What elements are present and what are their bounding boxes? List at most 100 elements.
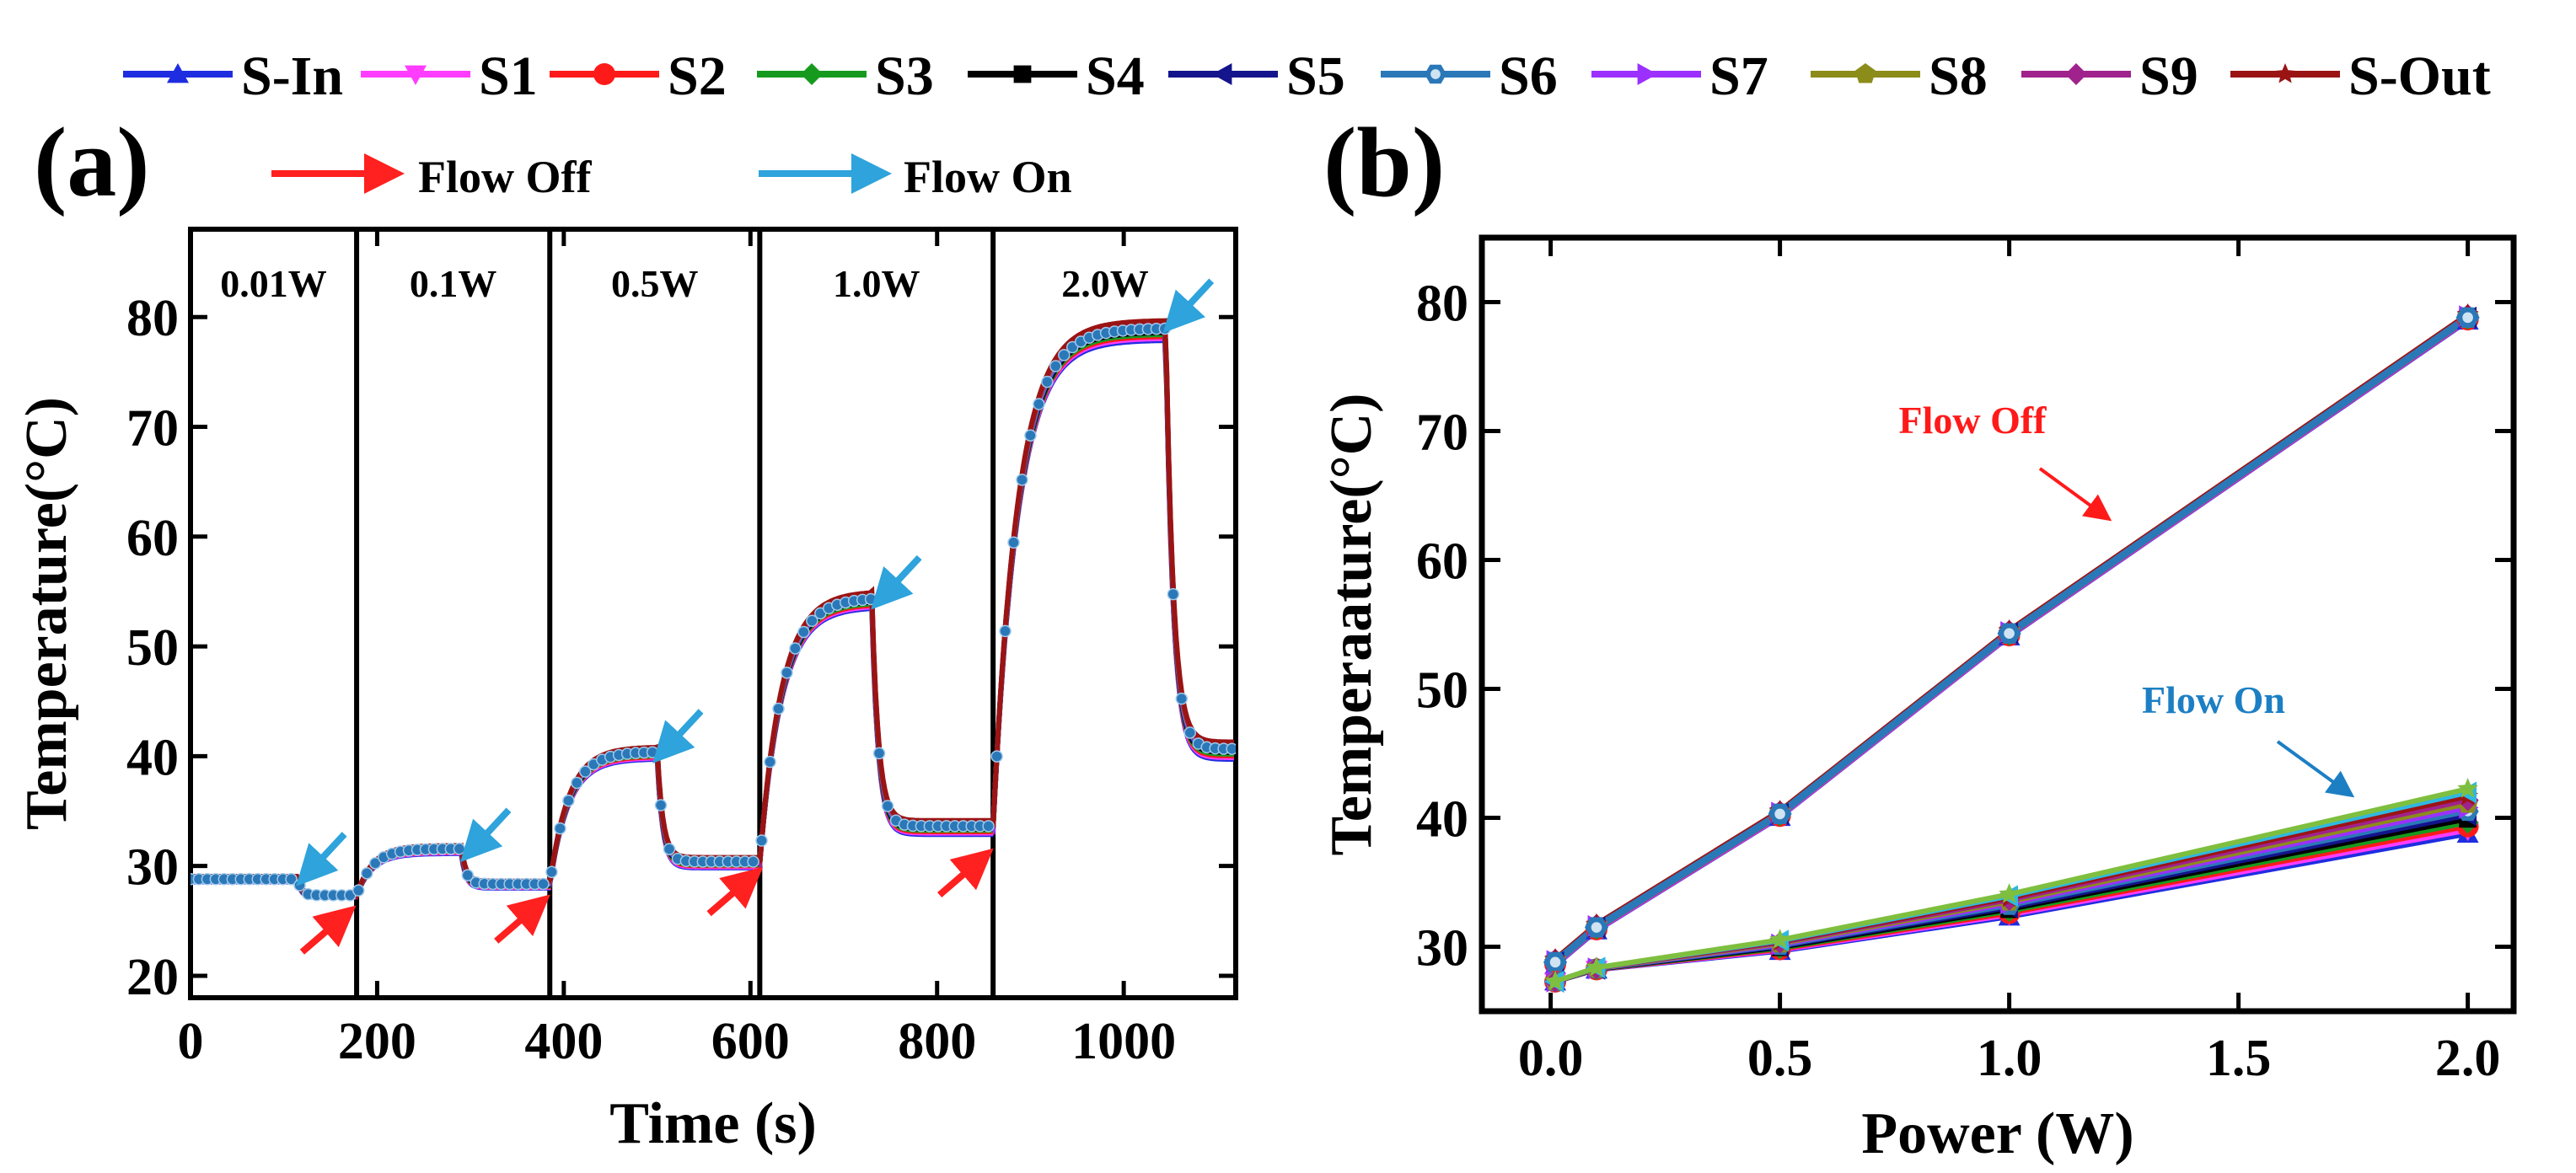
flow-on-marker [2457, 778, 2478, 798]
y-tick-label-b: 70 [1416, 404, 1468, 462]
flow-on-marker [1999, 883, 2020, 903]
trace-s3 [191, 331, 1234, 899]
legend-item-s-in: S-In [123, 46, 343, 107]
trace-marker-s6 [881, 800, 894, 812]
legend-marker-icon [1212, 63, 1232, 85]
trace-marker-s6 [999, 624, 1012, 638]
flow-off-arrow [299, 905, 357, 955]
trace-marker-s6 [579, 765, 592, 778]
x-tick-label-a: 0 [178, 1013, 204, 1070]
trace-marker-s6 [982, 820, 995, 833]
legend-item-s6: S6 [1381, 46, 1558, 107]
trace-marker-s6 [797, 625, 810, 639]
y-tick-label-b: 30 [1416, 920, 1468, 978]
trace-marker-s6 [1024, 429, 1037, 442]
flow-off-marker-s6-center [2462, 312, 2473, 324]
y-tick-label-b: 80 [1416, 276, 1468, 333]
legend-label: S8 [1929, 46, 1988, 107]
y-tick-label-b: 40 [1416, 791, 1468, 849]
x-tick-label-a: 400 [524, 1013, 603, 1070]
legend-label: S3 [875, 46, 934, 107]
trace-marker-s6 [368, 857, 382, 870]
x-tick-label-a: 800 [898, 1013, 976, 1070]
legend-item-s2: S2 [550, 46, 727, 107]
legend-label: S9 [2139, 46, 2198, 107]
trace-marker-s6 [545, 865, 558, 879]
trace-marker-s6 [461, 869, 475, 881]
legend-item-s9: S9 [2021, 46, 2198, 107]
panel-a-label: (a) [34, 107, 150, 217]
flow-off-marker-s6-center [2004, 628, 2015, 640]
trace-marker-s6 [663, 843, 676, 855]
legend-item-s4: S4 [968, 46, 1145, 107]
y-tick-label-a: 60 [126, 510, 179, 567]
series-b [1543, 303, 2480, 993]
chart-legend: S-In S1 S2 S3 S4 S5 S6 S7 S8 S9 S-Out [123, 46, 2491, 107]
flow-off-legend-label: Flow Off [418, 152, 592, 202]
flow-on-legend-label: Flow On [904, 152, 1072, 202]
flow-legend-a: Flow Off Flow On [271, 152, 1072, 202]
trace-marker-s6 [1183, 726, 1196, 739]
flow-off-arrow [706, 866, 764, 917]
chart-panel-b: 0.0 0.5 1.0 1.5 2.0 30 40 50 60 70 80 Power (W) Temp… [1319, 234, 2517, 1166]
phase-label: 0.5W [611, 262, 699, 305]
y-tick-label-b: 60 [1416, 533, 1468, 591]
legend-marker-icon [1013, 65, 1032, 83]
flow-off-arrow [936, 848, 994, 898]
trace-marker-s6 [562, 794, 575, 807]
trace-s-out [191, 318, 1234, 901]
flow-off-marker-s6-center [1549, 956, 1561, 968]
flow-off-annotation: Flow Off [1898, 399, 2047, 442]
trace-marker-s6 [1016, 474, 1028, 486]
flow-on-arrow [652, 709, 704, 763]
y-tick-label-a: 50 [126, 619, 179, 677]
trace-marker-s6 [806, 614, 818, 627]
legend-label: S7 [1709, 46, 1768, 107]
trace-marker-s6 [537, 877, 550, 891]
x-tick-label-b: 1.0 [1977, 1030, 2042, 1087]
y-tick-label-a: 30 [126, 839, 179, 897]
trace-marker-s6 [1226, 742, 1236, 755]
x-tick-label-b: 1.5 [2206, 1030, 2272, 1087]
legend-item-s8: S8 [1811, 46, 1988, 107]
flow-on-series-extra1 [1554, 786, 2469, 984]
legend-marker-icon [405, 65, 427, 85]
y-tick-label-a: 40 [126, 729, 179, 786]
trace-marker-s6 [781, 667, 793, 679]
legend-item-s3: S3 [757, 46, 934, 107]
flow-on-marker [1544, 970, 1566, 991]
trace-marker-s6 [764, 755, 776, 769]
plot-frame-b [1479, 234, 2517, 1015]
phase-label: 0.1W [410, 262, 497, 305]
trace-s4 [191, 329, 1234, 899]
trace-s9 [191, 320, 1234, 900]
flow-on-arrow [296, 832, 347, 886]
x-tick-label-b: 0.0 [1518, 1030, 1584, 1087]
legend-label: S-Out [2348, 46, 2491, 107]
trace-marker-s6 [789, 642, 802, 655]
trace-s7 [191, 324, 1234, 899]
trace-marker-s6 [453, 843, 466, 855]
trace-marker-s6 [1066, 340, 1079, 354]
x-tick-label-b: 0.5 [1747, 1030, 1813, 1087]
trace-s-in [191, 338, 1234, 900]
trace-marker-s6 [1007, 536, 1020, 549]
flow-on-arrow [1162, 278, 1215, 334]
legend-label: S4 [1086, 46, 1145, 107]
x-axis-label-b: Power (W) [1861, 1101, 2133, 1166]
trace-marker-s6 [361, 867, 373, 880]
trace-marker-s6 [654, 799, 668, 811]
flow-off-marker-s6-center [1774, 808, 1785, 820]
trace-marker-s6 [755, 834, 768, 847]
flow-on-annotation-arrow [2276, 740, 2355, 798]
y-tick-label-a: 70 [126, 400, 179, 458]
legend-marker-icon [2065, 63, 2087, 85]
y-tick-label-a: 80 [126, 290, 179, 347]
x-tick-label-b: 2.0 [2435, 1030, 2501, 1087]
legend-item-s5: S5 [1168, 46, 1345, 107]
chart-panel-a: 0 200 400 600 800 1000 20 30 40 50 60 70 80 Time (s) T… [14, 227, 1238, 1156]
phase-label: 0.01W [220, 262, 327, 305]
legend-label: S1 [479, 46, 538, 107]
trace-marker-s6 [1049, 360, 1062, 372]
trace-marker-s6 [554, 822, 566, 835]
